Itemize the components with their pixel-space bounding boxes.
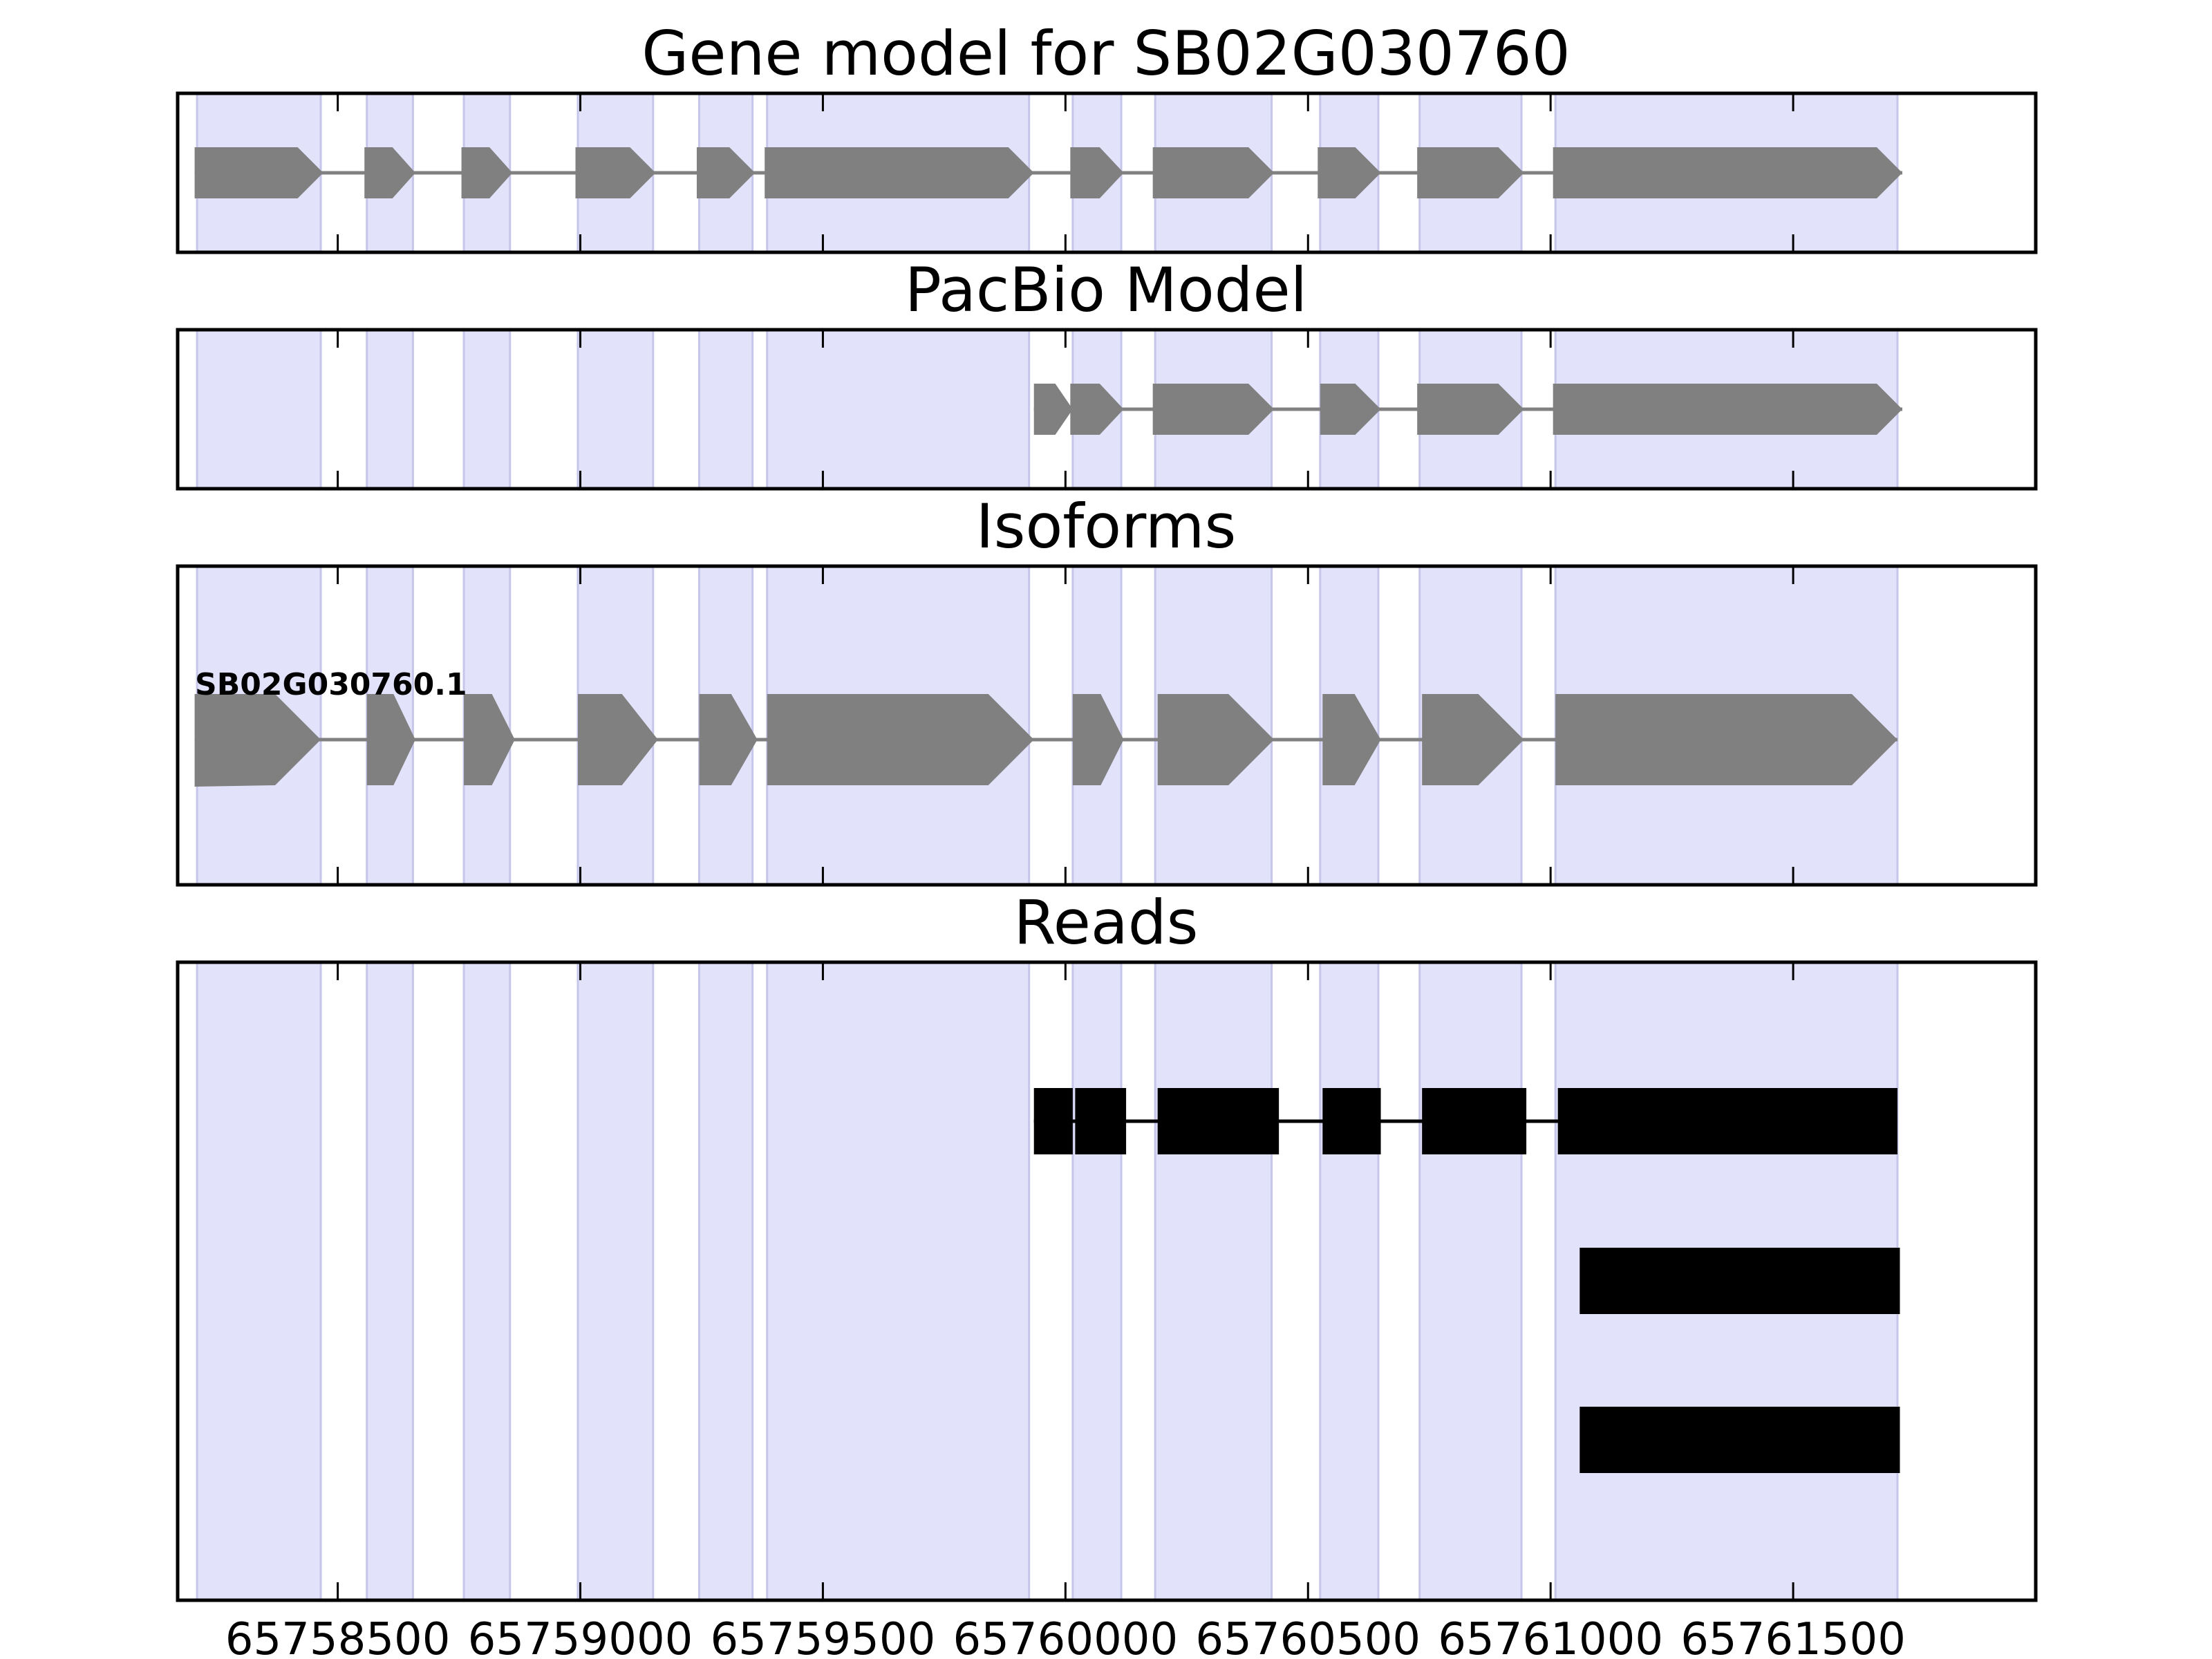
exon-arrow	[1157, 694, 1275, 785]
exon-arrow	[194, 694, 321, 787]
exon-arrow	[1320, 384, 1381, 435]
exon-arrow	[575, 147, 656, 198]
exon-arrow	[1033, 384, 1073, 435]
exon-arrow	[461, 147, 513, 198]
shaded-exon-region	[196, 328, 322, 490]
panel-frame	[176, 91, 2038, 254]
x-tick-label: 65760000	[953, 1614, 1178, 1659]
read-block	[1075, 1088, 1127, 1154]
exon-arrow	[1070, 384, 1124, 435]
exon-arrow	[1152, 147, 1275, 198]
gene-model-panel: Gene model for SB02G030760	[176, 18, 2038, 254]
exon-arrow	[1555, 694, 1897, 785]
exon-arrow	[578, 694, 658, 785]
exon-arrow	[464, 694, 515, 785]
exon-arrow	[1070, 147, 1124, 198]
shaded-exon-region	[766, 328, 1031, 490]
exon-arrow	[1553, 147, 1902, 198]
exon-arrow	[1072, 694, 1124, 785]
exon-arrow	[364, 147, 415, 198]
exon-arrow	[1322, 694, 1381, 785]
shaded-exon-region	[766, 961, 1031, 1602]
shaded-exon-region	[1071, 961, 1123, 1602]
gene-model-plot-area	[176, 91, 2038, 254]
shaded-exon-region	[366, 961, 414, 1602]
read-block	[1322, 1088, 1381, 1154]
reads-plot-area	[176, 960, 2038, 1602]
pacbio-model-title: PacBio Model	[905, 254, 1307, 326]
shaded-exon-region	[462, 961, 512, 1602]
exon-arrow	[1417, 147, 1524, 198]
pacbio-model-plot-area	[176, 328, 2038, 491]
exon-arrow	[699, 694, 758, 785]
shaded-exon-region	[462, 328, 512, 490]
shaded-exon-region	[697, 961, 754, 1602]
exon-arrow	[1553, 384, 1902, 435]
isoforms-title: Isoforms	[976, 491, 1237, 562]
isoforms-panel: Isoforms SB02G030760.1	[176, 491, 2038, 887]
shaded-exon-region	[697, 328, 754, 490]
x-tick-label: 65758500	[225, 1614, 451, 1659]
shaded-exon-region	[577, 961, 655, 1602]
isoform-label: SB02G030760.1	[195, 667, 467, 702]
panel-frame	[176, 328, 2038, 491]
read-block	[1157, 1088, 1280, 1154]
x-tick-label: 65761000	[1438, 1614, 1663, 1659]
exon-arrow	[765, 147, 1034, 198]
shaded-exon-region	[577, 328, 655, 490]
shaded-exon-region	[366, 328, 414, 490]
reads-title: Reads	[1014, 887, 1199, 958]
panel-frame	[176, 564, 2038, 887]
read-block	[1033, 1088, 1073, 1154]
isoforms-plot-area	[176, 564, 2038, 887]
pacbio-model-panel: PacBio Model	[176, 254, 2038, 491]
read-block	[1557, 1088, 1897, 1154]
x-tick-label: 65759500	[711, 1614, 936, 1659]
shaded-exon-region	[1418, 961, 1523, 1602]
exon-arrow	[1152, 384, 1275, 435]
panel-frame	[176, 960, 2038, 1602]
exon-arrow	[696, 147, 756, 198]
x-tick-label: 65759000	[468, 1614, 693, 1659]
x-tick-label: 65760500	[1195, 1614, 1421, 1659]
read-block	[1580, 1248, 1900, 1314]
x-tick-label: 65761500	[1680, 1614, 1906, 1659]
read-block	[1580, 1407, 1900, 1473]
exon-arrow	[767, 694, 1034, 785]
reads-panel: Reads	[176, 887, 2038, 1602]
shaded-exon-region	[1154, 961, 1273, 1602]
exon-arrow	[194, 147, 324, 198]
exon-arrow	[1422, 694, 1524, 785]
gene-model-title: Gene model for SB02G030760	[641, 18, 1571, 89]
x-axis-tick-labels: 65758500 65759000 65759500 65760000 65760500…	[225, 1614, 1906, 1659]
exon-arrow	[1417, 384, 1524, 435]
read-block	[1422, 1088, 1527, 1154]
shaded-exon-region	[196, 961, 322, 1602]
shaded-exon-region	[1319, 961, 1380, 1602]
exon-arrow	[366, 694, 415, 785]
exon-arrow	[1318, 147, 1381, 198]
